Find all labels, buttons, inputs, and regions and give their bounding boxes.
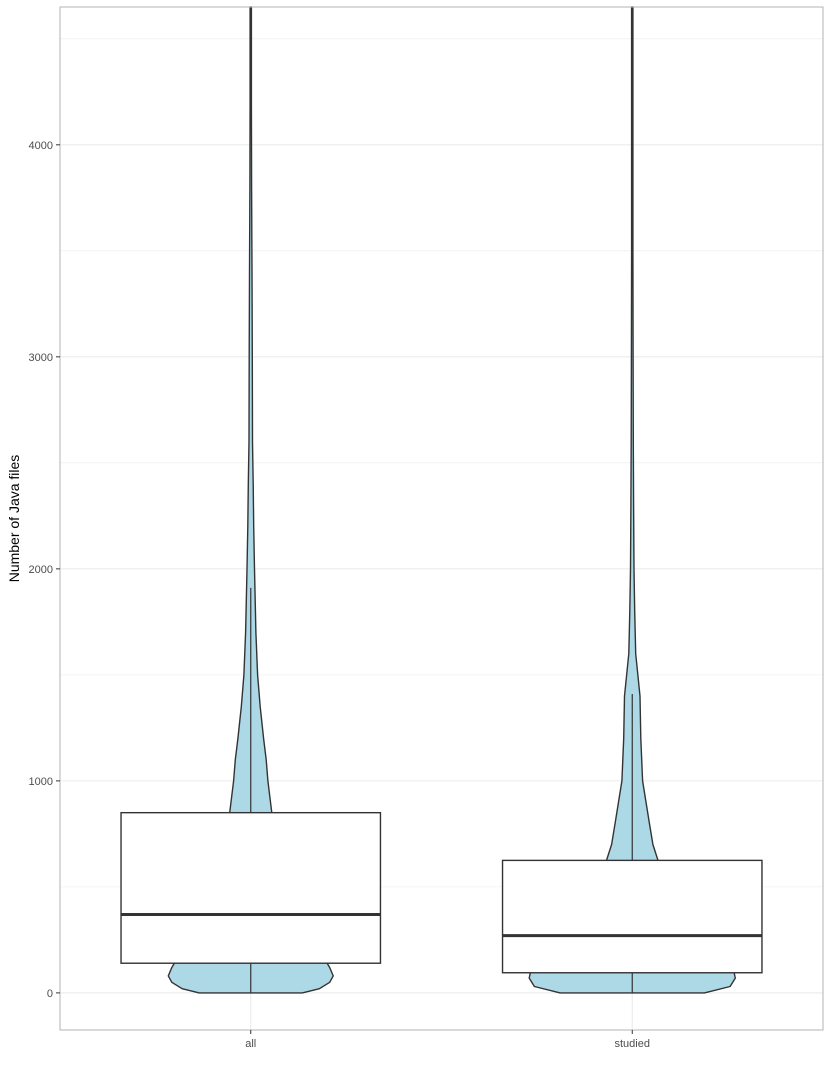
x-tick-label: studied: [615, 1038, 650, 1050]
y-axis-title: Number of Java files: [6, 455, 22, 583]
y-tick-label: 1000: [29, 776, 53, 788]
x-tick-label: all: [245, 1038, 256, 1050]
y-tick-label: 3000: [29, 352, 53, 364]
y-tick-label: 0: [47, 988, 53, 1000]
panel-border: [59, 6, 824, 1031]
box-all: [120, 811, 382, 964]
y-axis-ticks: 0 1000 2000 3000 4000: [29, 140, 60, 1000]
violin-marks: [120, 6, 763, 994]
y-tick-label: 4000: [29, 140, 53, 152]
box-studied: [501, 859, 763, 974]
y-tick-label: 2000: [29, 564, 53, 576]
x-axis-ticks: all studied: [245, 1030, 650, 1050]
